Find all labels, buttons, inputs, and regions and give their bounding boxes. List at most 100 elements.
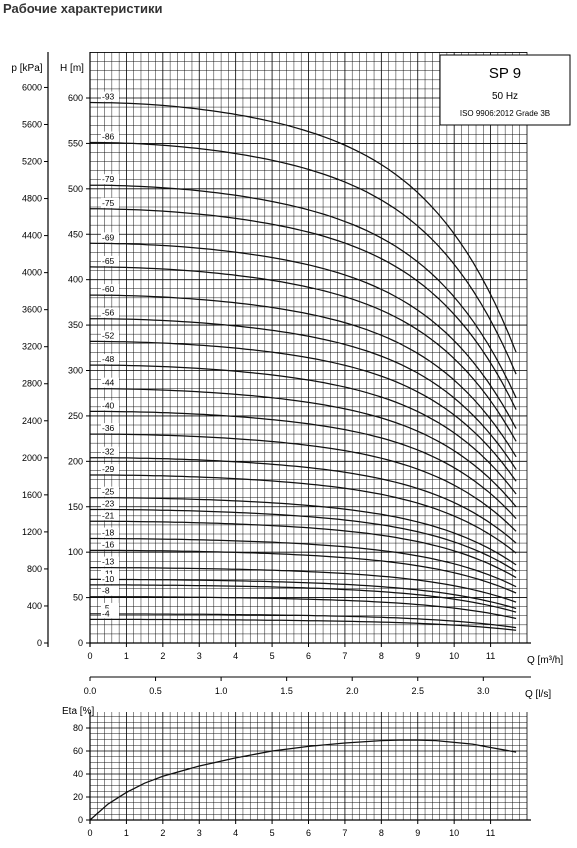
q-ls-tick-label: 0.5 xyxy=(149,686,162,696)
curve-label-bg xyxy=(101,91,119,102)
q-axis-label: Q [m³/h] xyxy=(527,655,563,666)
h-tick-label: 450 xyxy=(68,229,83,239)
efficiency-line xyxy=(89,739,517,821)
head-curve-32 xyxy=(90,457,517,544)
curve-label-69: -69 xyxy=(102,232,115,242)
curve-label-bg xyxy=(101,255,119,266)
p-tick-label: 1200 xyxy=(22,527,42,537)
eta-tick-label: 20 xyxy=(73,792,83,802)
curve-label-bg xyxy=(101,463,119,474)
q-tick-label: 4 xyxy=(233,651,238,661)
curve-label-bg xyxy=(101,354,119,365)
head-curve-13 xyxy=(90,566,517,603)
q-tick-label: 11 xyxy=(486,651,495,661)
curve-label-93: -93 xyxy=(102,92,115,102)
curve-label-65: -65 xyxy=(102,256,115,266)
head-curve-69 xyxy=(89,242,517,429)
p-axis-label: p [kPa] xyxy=(11,63,42,74)
page-title: Рабочие характеристики xyxy=(3,1,163,16)
head-curve-10 xyxy=(90,584,517,613)
q-tick-label: 1 xyxy=(124,651,129,661)
curve-label-bg xyxy=(101,131,119,142)
p-tick-label: 6000 xyxy=(22,82,42,92)
curve-label-21: -21 xyxy=(102,510,115,520)
eta-q-tick-label: 11 xyxy=(486,828,495,838)
curve-label-bg xyxy=(101,602,119,613)
curve-label-bg xyxy=(101,608,119,619)
curve-label-bg xyxy=(101,527,119,538)
q-tick-label: 0 xyxy=(87,651,92,661)
curve-label-16: -16 xyxy=(102,539,115,549)
curve-label-8: -8 xyxy=(102,586,110,596)
q-tick-label: 3 xyxy=(197,651,202,661)
p-tick-label: 5600 xyxy=(22,119,42,129)
h-tick-label: 250 xyxy=(68,411,83,421)
eta-axis-label: Eta [%] xyxy=(62,706,94,717)
eta-tick-label: 0 xyxy=(78,815,83,825)
p-tick-label: 5200 xyxy=(22,157,42,167)
head-curve-21 xyxy=(90,520,517,579)
q-ls-tick-label: 1.0 xyxy=(215,686,228,696)
q-tick-label: 10 xyxy=(449,651,459,661)
curve-label-79: -79 xyxy=(102,174,115,184)
curve-label-11: -11 xyxy=(102,568,114,578)
h-tick-label: 500 xyxy=(68,184,83,194)
h-tick-label: 200 xyxy=(68,456,83,466)
eta-tick-label: 60 xyxy=(73,746,83,756)
q-tick-label: 6 xyxy=(306,651,311,661)
curve-label-bg xyxy=(101,585,119,596)
curve-label-bg xyxy=(101,284,119,295)
curve-label-40: -40 xyxy=(102,400,115,410)
eta-q-tick-label: 10 xyxy=(449,828,459,838)
head-curve-86 xyxy=(90,141,517,375)
p-tick-label: 4800 xyxy=(22,194,42,204)
eta-q-tick-label: 6 xyxy=(306,828,311,838)
curve-label-bg xyxy=(101,400,119,411)
curve-label-5: -5 xyxy=(102,603,110,613)
head-curve-75 xyxy=(90,208,517,410)
p-tick-label: 800 xyxy=(27,564,42,574)
eta-q-tick-label: 7 xyxy=(342,828,347,838)
head-curve-60 xyxy=(90,294,517,458)
eta-tick-label: 80 xyxy=(73,723,83,733)
curve-label-bg xyxy=(101,197,119,208)
head-curve-56 xyxy=(90,318,517,470)
eta-q-tick-label: 3 xyxy=(197,828,202,838)
curve-label-10: -10 xyxy=(102,574,115,584)
lower-axes: 0 20 40 60 80 0 1 2 3 4 5 6 7 8 9 10 11 xyxy=(73,712,531,838)
eta-tick-label: 40 xyxy=(73,769,83,779)
head-curve-44 xyxy=(90,388,517,508)
curve-label-25: -25 xyxy=(102,487,115,497)
legend-frequency: 50 Hz xyxy=(492,91,518,102)
curve-label-bg xyxy=(101,330,119,341)
p-tick-label: 1600 xyxy=(22,490,42,500)
eta-q-tick-label: 8 xyxy=(379,828,384,838)
legend-box: SP 9 50 Hz ISO 9906:2012 Grade 3B xyxy=(439,54,571,126)
q-tick-label: 5 xyxy=(270,651,275,661)
eta-q-tick-label: 9 xyxy=(415,828,420,838)
h-tick-label: 150 xyxy=(68,502,83,512)
curve-label-bg xyxy=(101,568,119,579)
q-ls-tick-label: 0.0 xyxy=(84,686,97,696)
head-curve-36 xyxy=(90,433,517,532)
curve-label-bg xyxy=(101,307,119,318)
p-tick-label: 3600 xyxy=(22,305,42,315)
q-ls-tick-label: 3.0 xyxy=(477,686,490,696)
p-tick-label: 3200 xyxy=(22,342,42,352)
q-ls-tick-label: 2.5 xyxy=(411,686,424,696)
curve-label-32: -32 xyxy=(102,447,115,457)
curve-label-4: -4 xyxy=(102,608,110,618)
h-tick-label: 100 xyxy=(68,547,83,557)
eta-q-tick-label: 0 xyxy=(87,828,92,838)
head-curve-29 xyxy=(90,474,517,554)
curve-label-75: -75 xyxy=(102,198,115,208)
p-tick-label: 4400 xyxy=(22,231,42,241)
h-tick-label: 0 xyxy=(78,638,83,648)
curve-label-bg xyxy=(101,498,119,509)
eta-q-tick-label: 5 xyxy=(270,828,275,838)
curve-label-18: -18 xyxy=(102,528,115,538)
h-tick-label: 50 xyxy=(73,593,83,603)
p-tick-label: 2400 xyxy=(22,416,42,426)
curve-label-60: -60 xyxy=(102,284,115,294)
